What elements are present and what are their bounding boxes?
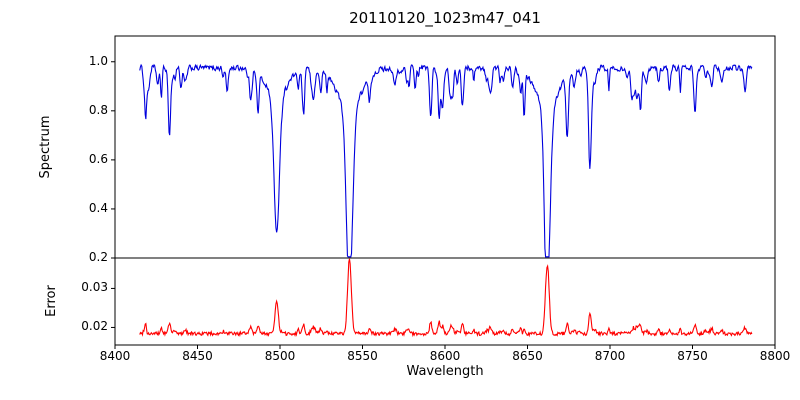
- x-tick-label: 8450: [182, 349, 213, 363]
- spectrum-line: [139, 63, 753, 258]
- x-axis-label: Wavelength: [406, 364, 484, 379]
- chart-title: 20110120_1023m47_041: [349, 9, 541, 27]
- y-tick-label-spectrum: 0.2: [88, 250, 108, 264]
- y-tick-label-error: 0.02: [81, 319, 108, 334]
- x-tick-label: 8650: [512, 349, 543, 363]
- y-tick-label-spectrum: 1.0: [88, 53, 108, 68]
- y-axis-label-spectrum: Spectrum: [38, 115, 53, 179]
- x-tick-label: 8500: [264, 349, 296, 363]
- error-line: [139, 258, 753, 338]
- x-tick-label: 8800: [759, 349, 791, 363]
- x-tick-label: 8600: [429, 349, 461, 363]
- x-tick-label: 8400: [99, 349, 131, 363]
- y-tick-label-spectrum: 0.6: [88, 151, 108, 166]
- y-tick-label-error: 0.03: [81, 280, 108, 295]
- y-tick-label-spectrum: 0.4: [88, 200, 108, 215]
- x-tick-label: 8750: [677, 349, 708, 363]
- x-tick-label: 8550: [347, 349, 378, 363]
- y-tick-label-spectrum: 0.8: [88, 102, 108, 117]
- x-tick-label: 8700: [594, 349, 626, 363]
